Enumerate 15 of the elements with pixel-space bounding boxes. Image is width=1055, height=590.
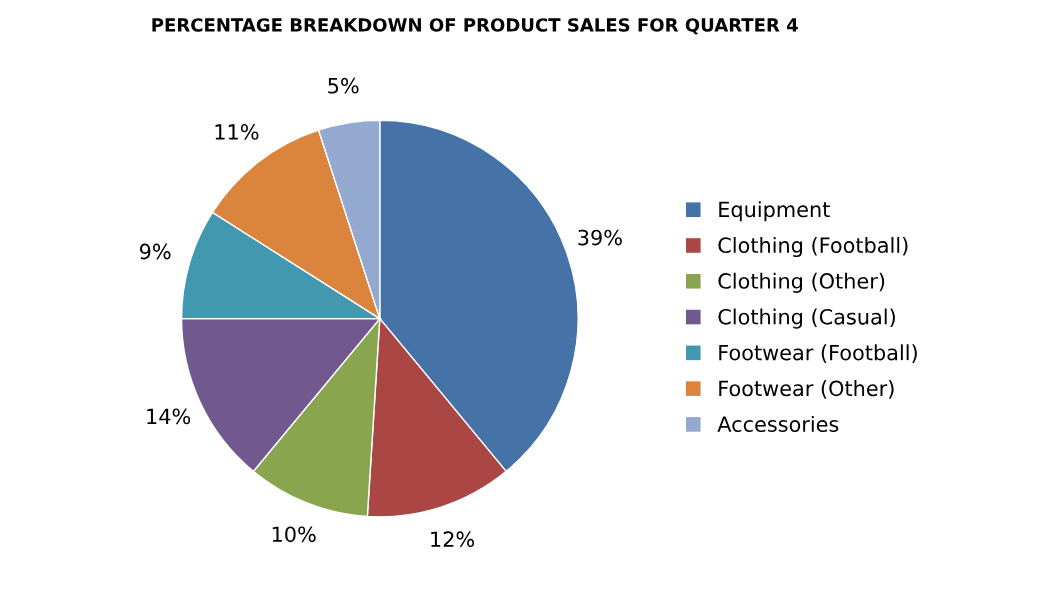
legend-label: Footwear (Football) (719, 344, 917, 363)
legend-label: Clothing (Other) (718, 272, 885, 293)
legend-label: Equipment (719, 201, 830, 222)
legend-label: Footwear (Other) (719, 380, 894, 399)
legend-label: Clothing (Football) (718, 236, 908, 258)
data-label: 9% (139, 243, 171, 260)
data-label: 10% (272, 526, 316, 543)
data-label: 14% (147, 408, 191, 425)
data-label: 12% (431, 531, 475, 548)
data-label: 5% (328, 77, 359, 94)
legend-label: Clothing (Casual) (718, 308, 895, 329)
chart-title: PERCENTAGE BREAKDOWN OF PRODUCT SALES FOR QUARTER 4 (152, 18, 798, 35)
data-label: 39% (578, 229, 622, 246)
data-label: 11% (215, 124, 259, 140)
legend-label: Accessories (717, 415, 839, 433)
